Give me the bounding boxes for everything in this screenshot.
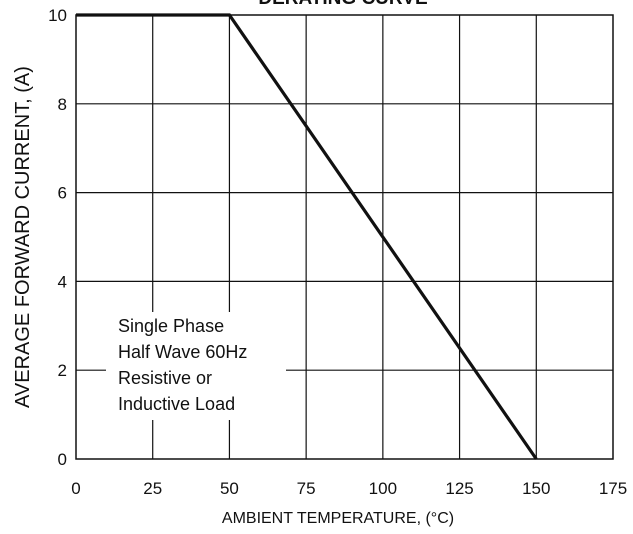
x-tick-label: 100 [369, 479, 397, 498]
y-tick-label: 6 [58, 184, 67, 203]
y-tick-label: 4 [58, 272, 67, 291]
annotation-background [106, 312, 286, 420]
chart-title: DERATING CURVE [258, 0, 427, 9]
y-tick-label: 10 [48, 6, 67, 25]
x-tick-label: 75 [297, 479, 316, 498]
x-axis-title: AMBIENT TEMPERATURE, (°C) [222, 510, 454, 527]
x-tick-label: 50 [220, 479, 239, 498]
x-tick-labels: 0 25 50 75 100 125 150 175 [71, 479, 627, 498]
annotation-line: Resistive or [118, 368, 212, 388]
x-tick-label: 0 [71, 479, 80, 498]
derating-line [76, 13, 538, 460]
x-tick-label: 150 [522, 479, 550, 498]
y-axis-title: AVERAGE FORWARD CURRENT, (A) [12, 66, 34, 408]
y-tick-labels: 0 2 4 6 8 10 [48, 6, 67, 469]
annotation-line: Single Phase [118, 316, 224, 336]
x-tick-label: 175 [599, 479, 627, 498]
y-tick-label: 2 [58, 361, 67, 380]
series-group [76, 13, 538, 460]
annotation-line: Half Wave 60Hz [118, 342, 247, 362]
x-tick-label: 125 [445, 479, 473, 498]
annotation-line: Inductive Load [118, 394, 235, 414]
chart-title-group: DERATING CURVE [258, 0, 427, 9]
x-tick-label: 25 [143, 479, 162, 498]
plot-frame [75, 14, 614, 460]
y-tick-label: 0 [58, 450, 67, 469]
annotation-box: Single Phase Half Wave 60Hz Resistive or… [106, 312, 286, 420]
y-tick-label: 8 [58, 95, 67, 114]
